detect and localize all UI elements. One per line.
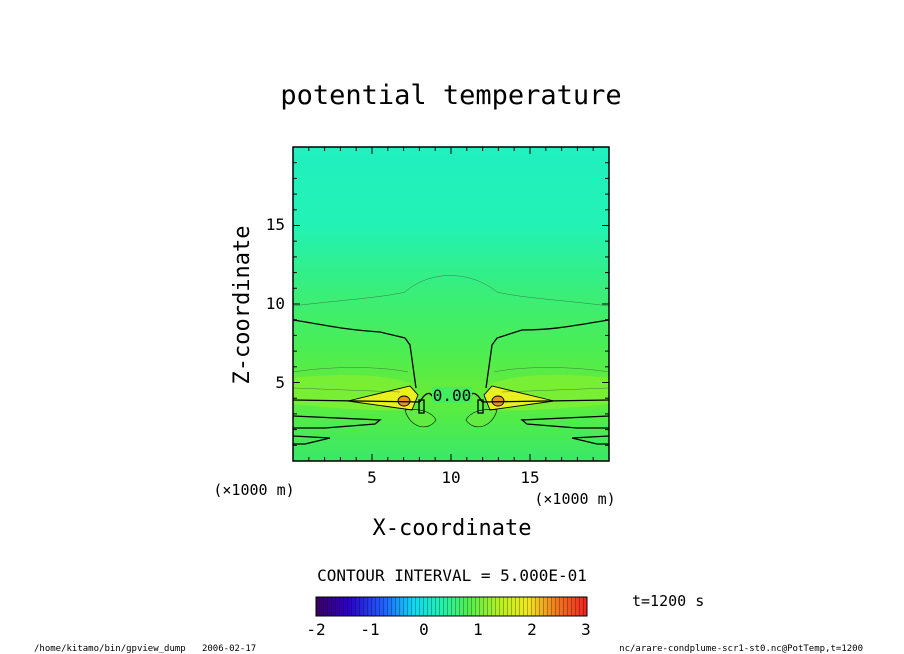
colorbar-tick: -1 xyxy=(360,620,379,639)
footer-right: nc/arare-condplume-scr1-st0.nc@PotTemp,t… xyxy=(619,644,863,654)
y-unit-label: (×1000 m) xyxy=(213,481,294,499)
colorbar-tick: 0 xyxy=(419,620,429,639)
lower-blob-left xyxy=(404,409,437,428)
plot-area xyxy=(293,147,609,461)
lower-blob-right xyxy=(465,409,498,428)
colorbar-tick-labels: -2 -1 0 1 2 3 xyxy=(306,620,590,639)
y-tick-label: 5 xyxy=(275,373,285,392)
minor-contours xyxy=(293,275,609,393)
contour-label-bg xyxy=(432,387,472,403)
x-tick-label: 10 xyxy=(441,468,460,487)
colorbar-tick: -2 xyxy=(306,620,325,639)
axis-ticks xyxy=(292,146,610,462)
y-tick-label: 15 xyxy=(266,215,285,234)
x-tick-label: 15 xyxy=(520,468,539,487)
footer-left: /home/kitamo/bin/gpview_dump 2006-02-17 xyxy=(34,644,256,654)
time-label: t=1200 s xyxy=(632,592,704,610)
x-unit-label: (×1000 m) xyxy=(534,490,615,508)
hot-core-right xyxy=(492,396,504,406)
y-axis-label: Z-coordinate xyxy=(230,226,255,385)
colorbar-tick: 2 xyxy=(527,620,537,639)
chart-title: potential temperature xyxy=(280,80,621,111)
colorbar-tick: 3 xyxy=(581,620,591,639)
contour-value-label: 0.00 xyxy=(433,386,472,405)
colorbar xyxy=(315,596,588,617)
x-axis-label: X-coordinate xyxy=(373,516,532,541)
hot-core-left xyxy=(398,396,410,406)
colorbar-tick: 1 xyxy=(473,620,483,639)
y-tick-label: 10 xyxy=(266,294,285,313)
x-tick-label: 5 xyxy=(367,468,377,487)
contour-interval-text: CONTOUR INTERVAL = 5.000E-01 xyxy=(317,566,587,585)
colorbar-bins xyxy=(316,597,587,616)
colorbar-frame xyxy=(315,596,588,617)
